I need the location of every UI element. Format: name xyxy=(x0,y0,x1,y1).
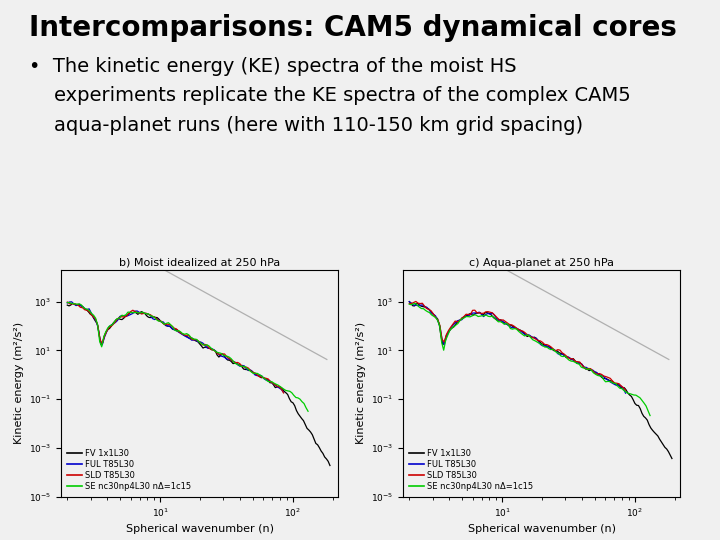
Text: aqua-planet runs (here with 110-150 km grid spacing): aqua-planet runs (here with 110-150 km g… xyxy=(29,116,583,135)
Legend: FV 1x1L30, FUL T85L30, SLD T85L30, SE nc30np4L30 nΔ=1c15: FV 1x1L30, FUL T85L30, SLD T85L30, SE nc… xyxy=(66,447,193,492)
Title: b) Moist idealized at 250 hPa: b) Moist idealized at 250 hPa xyxy=(120,258,280,268)
Y-axis label: Kinetic energy (m²/s²): Kinetic energy (m²/s²) xyxy=(14,322,24,444)
Text: Intercomparisons: CAM5 dynamical cores: Intercomparisons: CAM5 dynamical cores xyxy=(29,14,677,42)
Y-axis label: Kinetic energy (m²/s²): Kinetic energy (m²/s²) xyxy=(356,322,366,444)
Title: c) Aqua-planet at 250 hPa: c) Aqua-planet at 250 hPa xyxy=(469,258,614,268)
Legend: FV 1x1L30, FUL T85L30, SLD T85L30, SE nc30np4L30 nΔ=1c15: FV 1x1L30, FUL T85L30, SLD T85L30, SE nc… xyxy=(408,447,535,492)
Text: •  The kinetic energy (KE) spectra of the moist HS: • The kinetic energy (KE) spectra of the… xyxy=(29,57,516,76)
X-axis label: Spherical wavenumber (n): Spherical wavenumber (n) xyxy=(126,524,274,535)
X-axis label: Spherical wavenumber (n): Spherical wavenumber (n) xyxy=(468,524,616,535)
Text: experiments replicate the KE spectra of the complex CAM5: experiments replicate the KE spectra of … xyxy=(29,86,631,105)
